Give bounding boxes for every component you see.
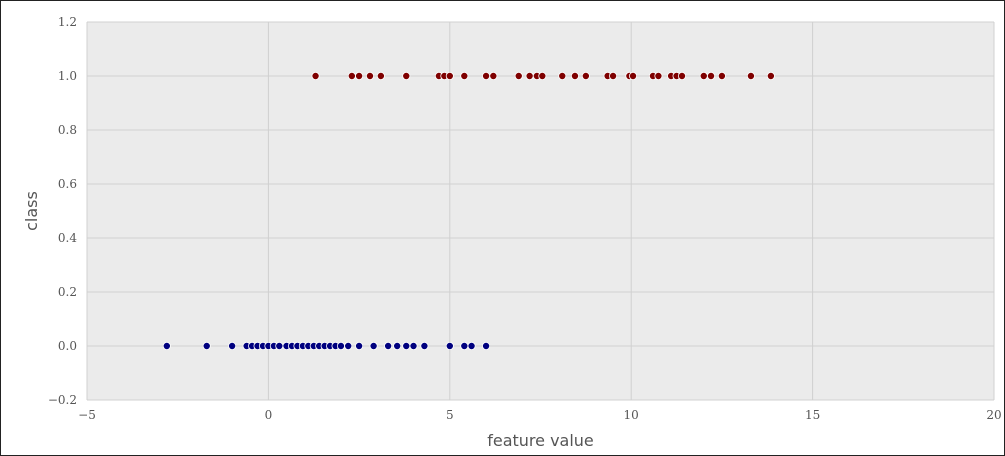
class-1-point — [654, 72, 663, 81]
data-points — [162, 72, 775, 350]
class-1-point — [402, 72, 411, 81]
class-0-point — [482, 341, 491, 350]
class-0-point — [202, 341, 211, 350]
y-tick-label: 0.4 — [58, 231, 77, 245]
x-tick-label: −5 — [78, 408, 96, 422]
class-1-point — [311, 72, 320, 81]
class-1-point — [538, 72, 547, 81]
x-tick-label: 20 — [986, 408, 1001, 422]
class-1-point — [609, 72, 618, 81]
class-1-point — [746, 72, 755, 81]
class-1-point — [355, 72, 364, 81]
class-1-point — [558, 72, 567, 81]
y-tick-label: 0.0 — [58, 339, 77, 353]
class-0-point — [344, 341, 353, 350]
y-tick-label: 0.2 — [58, 285, 77, 299]
class-0-point — [393, 341, 402, 350]
class-1-point — [707, 72, 716, 81]
class-1-point — [629, 72, 638, 81]
class-1-point — [489, 72, 498, 81]
class-0-point — [409, 341, 418, 350]
class-0-point — [420, 341, 429, 350]
class-1-point — [514, 72, 523, 81]
x-axis-ticks: −5 0 5 10 15 20 — [78, 408, 1001, 422]
plot-area — [87, 22, 994, 400]
class-0-point — [275, 341, 284, 350]
y-tick-label: 1.2 — [58, 15, 77, 29]
class-1-point — [525, 72, 534, 81]
class-1-point — [766, 72, 775, 81]
grid — [86, 21, 995, 401]
class-1-point — [445, 72, 454, 81]
x-tick-label: 5 — [446, 408, 454, 422]
y-tick-label: 0.6 — [58, 177, 77, 191]
class-1-point — [570, 72, 579, 81]
class-0-point — [336, 341, 345, 350]
class-0-point — [384, 341, 393, 350]
class-1-point — [717, 72, 726, 81]
class-1-point — [376, 72, 385, 81]
x-tick-label: 10 — [624, 408, 639, 422]
class-0-point — [460, 341, 469, 350]
y-tick-label: 1.0 — [58, 69, 77, 83]
x-tick-label: 0 — [265, 408, 273, 422]
class-1-point — [699, 72, 708, 81]
class-0-point — [445, 341, 454, 350]
class-1-point — [581, 72, 590, 81]
class-0-point — [402, 341, 411, 350]
y-axis-label: class — [22, 191, 41, 231]
class-1-point — [460, 72, 469, 81]
class-1-point — [347, 72, 356, 81]
class-0-point — [228, 341, 237, 350]
y-tick-label: 0.8 — [58, 123, 77, 137]
class-1-point — [365, 72, 374, 81]
x-tick-label: 15 — [805, 408, 820, 422]
y-tick-label: −0.2 — [48, 393, 77, 407]
x-axis-label: feature value — [487, 431, 594, 450]
class-1-point — [482, 72, 491, 81]
class-0-point — [467, 341, 476, 350]
class-0-point — [369, 341, 378, 350]
class-1-point — [677, 72, 686, 81]
class-0-point — [162, 341, 171, 350]
y-axis-ticks: −0.2 0.0 0.2 0.4 0.6 0.8 1.0 1.2 — [48, 15, 77, 407]
class-0-point — [355, 341, 364, 350]
